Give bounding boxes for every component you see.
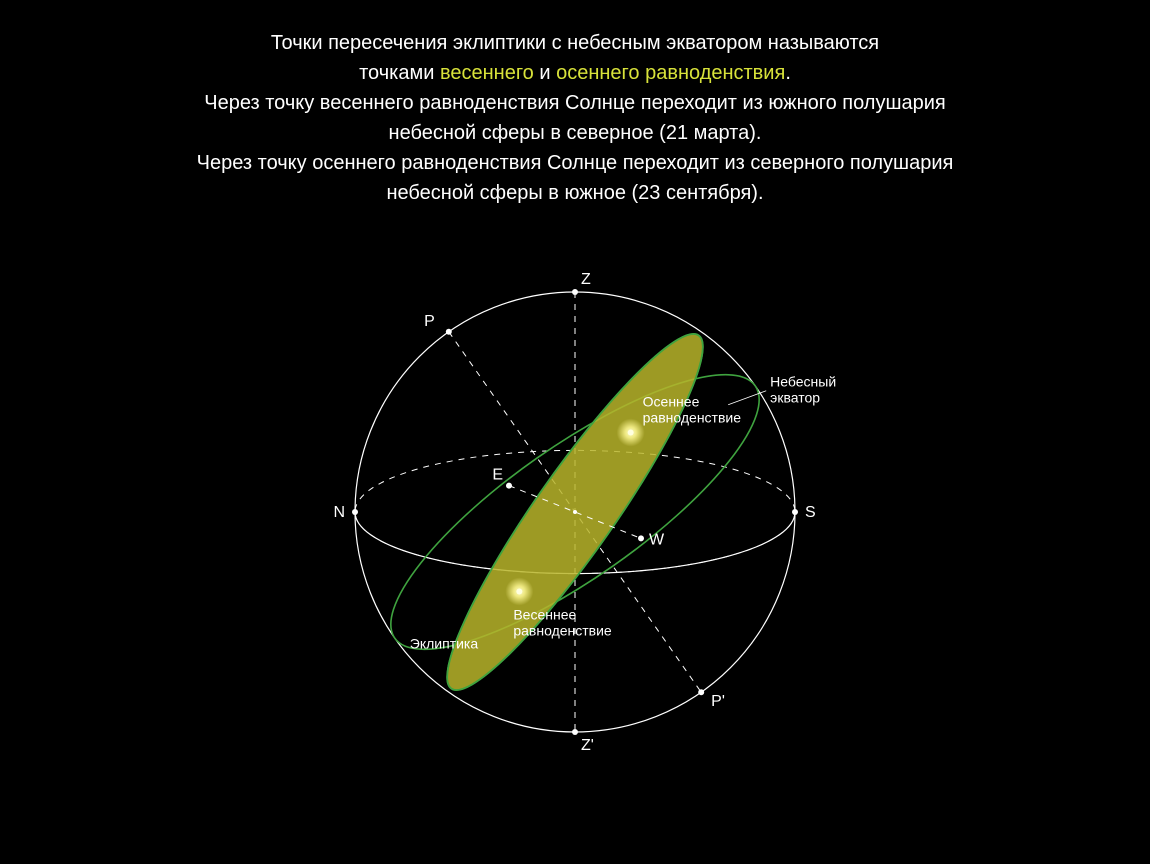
diagram-container: ZZ'PP'NSEWОсеннееравноденствиеВесеннеера… bbox=[0, 222, 1150, 782]
label-ecliptic: Эклиптика bbox=[410, 635, 479, 651]
label-equator2: экватор bbox=[770, 390, 820, 406]
text-line3: Через точку весеннего равноденствия Солн… bbox=[204, 92, 946, 114]
point-S bbox=[792, 509, 798, 515]
label-N: N bbox=[333, 504, 345, 521]
label-equator1: Небесный bbox=[770, 374, 836, 390]
text-line1: Точки пересечения эклиптики с небесным э… bbox=[271, 32, 879, 54]
spring-equinox-dot bbox=[516, 588, 522, 594]
label-Pp: P' bbox=[711, 693, 725, 710]
point-Z bbox=[572, 289, 578, 295]
header-text: Точки пересечения эклиптики с небесным э… bbox=[0, 0, 1150, 208]
text-line2b: и bbox=[534, 62, 556, 84]
center-point bbox=[573, 510, 577, 514]
point-P bbox=[446, 329, 452, 335]
celestial-sphere-diagram: ZZ'PP'NSEWОсеннееравноденствиеВесеннеера… bbox=[275, 222, 875, 782]
point-W bbox=[638, 535, 644, 541]
label-S: S bbox=[805, 504, 816, 521]
highlight-autumn: осеннего равноденствия bbox=[556, 62, 785, 84]
text-line5: Через точку осеннего равноденствия Солнц… bbox=[197, 152, 954, 174]
point-Zp bbox=[572, 729, 578, 735]
point-Pp bbox=[698, 689, 704, 695]
label-autumn1: Осеннее bbox=[643, 394, 700, 410]
text-line2a: точками bbox=[359, 62, 440, 84]
label-W: W bbox=[649, 531, 665, 548]
label-Z: Z bbox=[581, 271, 591, 288]
autumn-equinox-dot bbox=[628, 430, 634, 436]
point-N bbox=[352, 509, 358, 515]
highlight-spring: весеннего bbox=[440, 62, 534, 84]
label-E: E bbox=[492, 467, 503, 484]
text-line4: небесной сферы в северное (21 марта). bbox=[389, 122, 762, 144]
equator-leader bbox=[728, 391, 766, 405]
label-P: P bbox=[424, 313, 435, 330]
label-spring1: Весеннее bbox=[513, 606, 576, 622]
text-line2c: . bbox=[785, 62, 791, 84]
point-E bbox=[506, 483, 512, 489]
label-spring2: равноденствие bbox=[513, 622, 612, 638]
text-line6: небесной сферы в южное (23 сентября). bbox=[386, 182, 763, 204]
label-Zp: Z' bbox=[581, 737, 594, 754]
label-autumn2: равноденствие bbox=[643, 410, 742, 426]
